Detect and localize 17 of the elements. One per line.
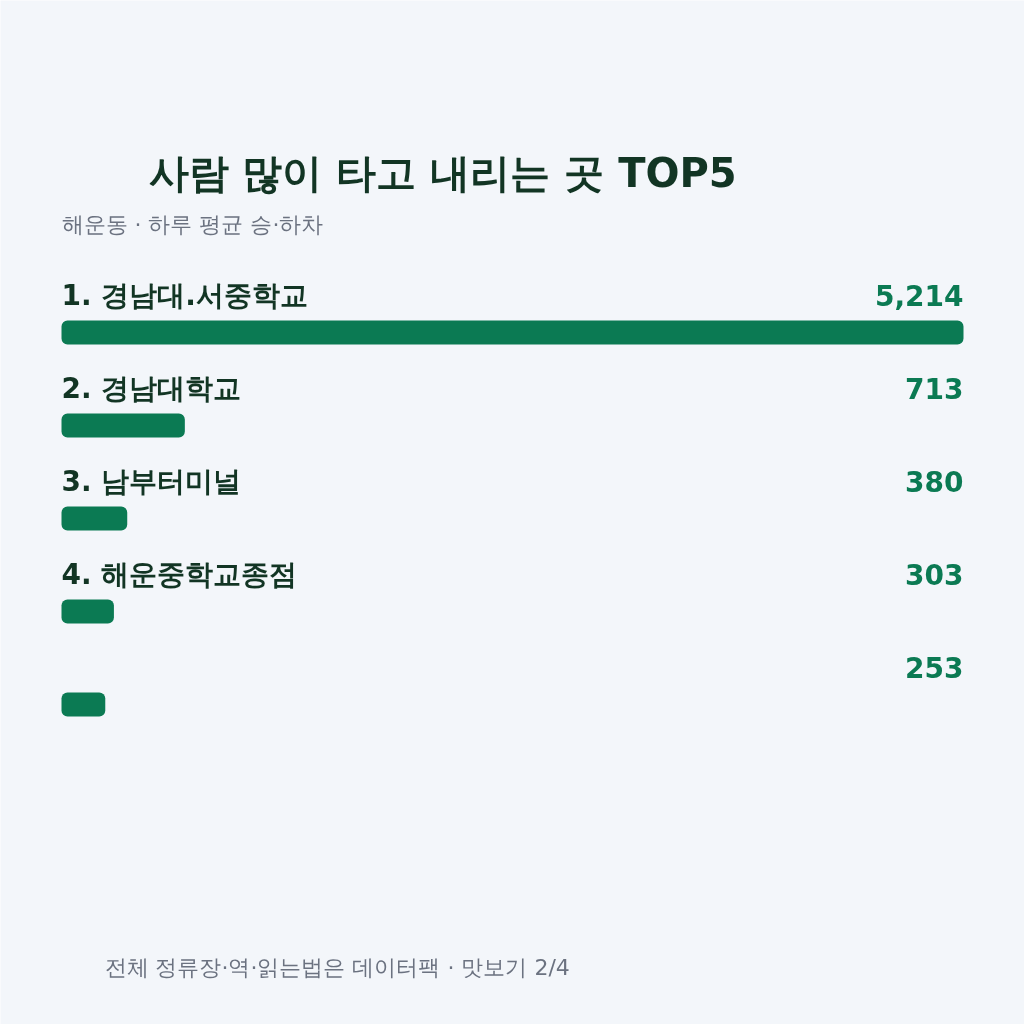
bar	[61, 599, 114, 624]
y-tick-label: 3. 남부터미널	[61, 465, 242, 498]
data-label: 5,214	[874, 280, 964, 313]
data-label: 380	[905, 466, 964, 499]
chart-subtitle: 해운동 · 하루 평균 승·하차	[61, 212, 324, 237]
bar	[61, 413, 185, 438]
y-tick-label: 2. 경남대학교	[61, 372, 242, 405]
bar	[61, 692, 106, 717]
bar	[61, 320, 964, 345]
bar	[61, 506, 128, 531]
y-tick-label: 1. 경남대.서중학교	[61, 279, 309, 312]
data-label: 303	[905, 559, 964, 592]
y-tick-label: 4. 해운중학교종점	[61, 558, 298, 591]
data-label: 253	[905, 652, 964, 685]
data-label: 713	[905, 373, 964, 406]
text: 전체 정류장·역·읽는법은 데이터팩 · 맛보기 2/4	[104, 955, 570, 980]
chart-title: 사람 많이 타고 내리는 곳 TOP5	[148, 149, 737, 196]
